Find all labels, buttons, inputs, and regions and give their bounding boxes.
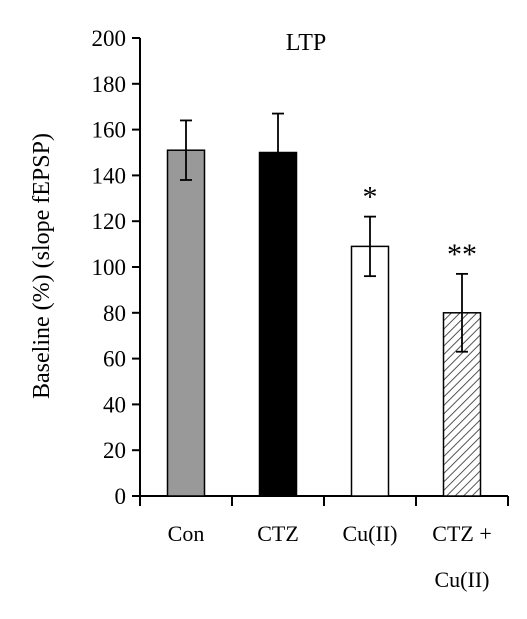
x-tick-label: Con: [168, 521, 205, 546]
significance-marker: *: [363, 181, 378, 214]
y-tick-label: 120: [92, 209, 127, 234]
y-tick-label: 80: [103, 301, 126, 326]
x-tick-label: CTZ: [257, 521, 299, 546]
x-tick-label: Cu(II): [343, 521, 398, 546]
plot-area: 0 20 40 60 80 100 120 140 160 180 200 Con CTZ * Cu(II)…: [92, 26, 509, 592]
y-tick-label: 100: [92, 255, 127, 280]
chart-title: LTP: [286, 30, 326, 56]
significance-marker: **: [447, 238, 477, 271]
bar-1: [258, 151, 298, 497]
y-axis-label: Baseline (%) (slope fEPSP): [29, 133, 55, 399]
x-tick-label: CTZ +: [432, 521, 491, 546]
y-tick-label: 140: [92, 163, 127, 188]
y-tick-label: 200: [92, 26, 127, 51]
y-tick-label: 180: [92, 72, 127, 97]
bar-2: [350, 245, 390, 497]
bar-0: [166, 149, 206, 497]
y-tick-label: 20: [103, 438, 126, 463]
y-tick-label: 0: [115, 484, 127, 509]
y-tick-label: 60: [103, 347, 126, 372]
y-tick-label: 40: [103, 392, 126, 417]
x-tick-label: Cu(II): [435, 567, 490, 592]
y-tick-label: 160: [92, 118, 127, 143]
